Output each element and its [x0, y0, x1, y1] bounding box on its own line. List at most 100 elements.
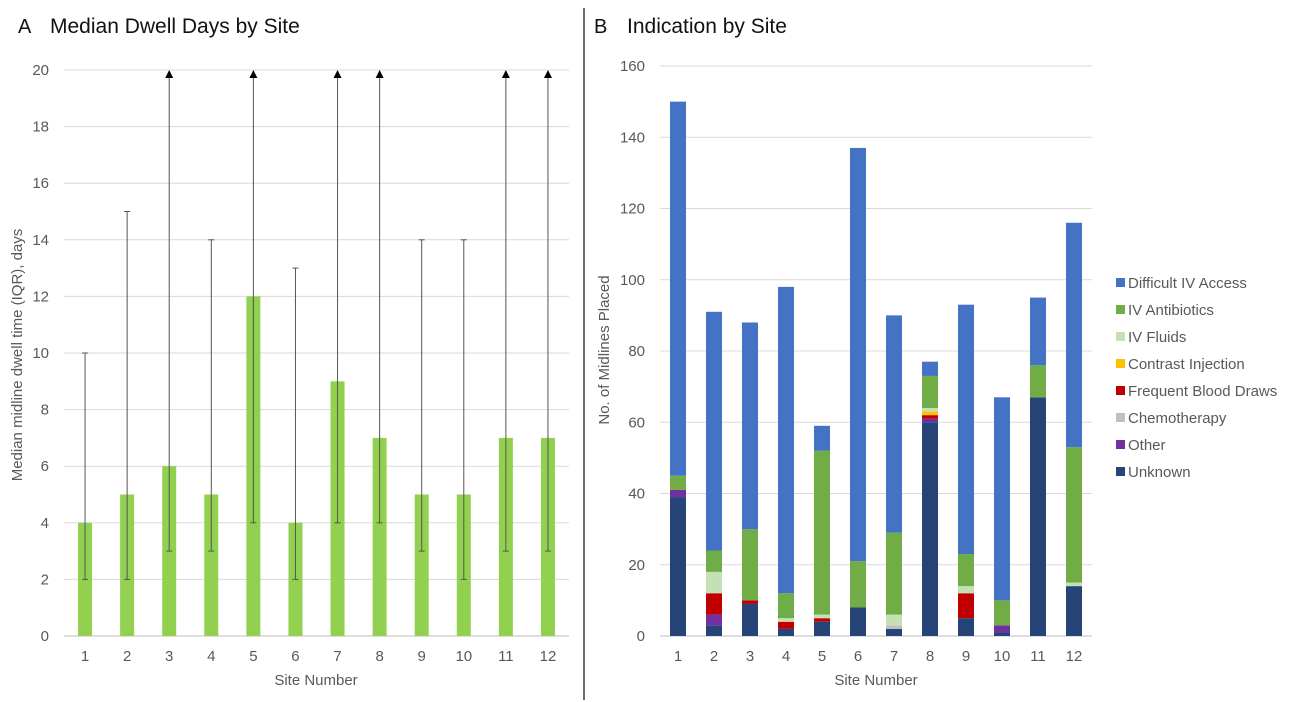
panel-b-bar-segment	[922, 415, 938, 419]
panel-b-bar-segment	[778, 593, 794, 619]
panel-b-bar-segment	[706, 593, 722, 615]
panel-b-bar-segment	[742, 600, 758, 604]
panel-a-error-arrow	[375, 70, 384, 78]
panel-b-legend-swatch	[1116, 467, 1125, 476]
panel-a-x-tick: 8	[375, 648, 383, 665]
panel-b-bar-segment	[778, 286, 794, 594]
panel-a-bar	[372, 437, 387, 636]
panel-b-bar-segment	[922, 422, 938, 636]
panel-b-bar-segment	[706, 625, 722, 636]
panel-b-x-tick: 5	[818, 648, 826, 665]
panel-b-bar-segment	[1030, 365, 1046, 398]
panel-a-y-tick: 20	[32, 62, 49, 79]
panel-b-x-axis-title: Site Number	[834, 672, 917, 689]
panel-a-error-arrow	[165, 70, 174, 78]
panel-b-legend-label: Chemotherapy	[1128, 410, 1227, 427]
panel-b-bar-segment	[922, 418, 938, 423]
panel-a-label: A	[18, 16, 32, 38]
panel-b-bar-segment	[850, 607, 866, 636]
panel-b-legend-swatch	[1116, 332, 1125, 341]
panel-a-y-tick: 6	[41, 458, 49, 475]
panel-b-bar-segment	[778, 628, 794, 636]
panel-b-x-tick: 7	[890, 648, 898, 665]
panel-b-bar-segment	[1066, 447, 1082, 583]
panel-b-legend-swatch	[1116, 413, 1125, 422]
panel-b-bar-segment	[1066, 582, 1082, 587]
panel-b-stacked-bars	[670, 101, 1082, 636]
panel-b-legend-swatch	[1116, 359, 1125, 368]
panel-a-x-tick: 3	[165, 648, 173, 665]
panel-a-y-tick: 0	[41, 628, 49, 645]
panel-b-label: B	[594, 16, 607, 38]
panel-b-bar-segment	[706, 571, 722, 594]
panel-a-x-tick: 5	[249, 648, 257, 665]
panel-b-bar-segment	[958, 554, 974, 587]
panel-b-bar-segment	[742, 529, 758, 601]
panel-a-y-tick: 14	[32, 232, 49, 249]
panel-b-gridlines	[660, 65, 1092, 637]
panel-b-bar-segment	[886, 628, 902, 636]
panel-a-error-arrow	[249, 70, 258, 78]
panel-a-gridlines	[64, 69, 569, 637]
panel-b-bar-segment	[994, 397, 1010, 601]
panel-a-dwell-chart: A Median Dwell Days by Site 024681012141…	[9, 15, 569, 689]
panel-a-x-tick-labels: 1 2 3 4 5 6 7 8 9 10 11 12	[81, 648, 556, 665]
panel-b-bar-segment	[1030, 397, 1046, 636]
panel-b-bar-segment	[742, 603, 758, 636]
panel-a-y-tick: 8	[41, 402, 49, 419]
panel-b-bar-segment	[814, 614, 830, 619]
panel-b-bar-segment	[1066, 586, 1082, 636]
panel-b-x-tick: 11	[1030, 648, 1046, 665]
panel-a-x-tick: 2	[123, 648, 131, 665]
panel-a-error-arrow	[543, 70, 552, 78]
panel-b-legend-swatch	[1116, 386, 1125, 395]
panel-b-bar-segment	[886, 625, 902, 629]
panel-b-y-tick: 120	[620, 201, 645, 218]
panel-a-error-bars	[82, 70, 552, 580]
panel-b-bar-segment	[670, 497, 686, 636]
panel-a-x-tick: 9	[418, 648, 426, 665]
panel-b-bar-segment	[1066, 222, 1082, 448]
panel-a-y-tick: 18	[32, 119, 49, 136]
panel-b-legend-label: Difficult IV Access	[1128, 275, 1247, 292]
panel-a-x-tick: 7	[333, 648, 341, 665]
panel-b-y-tick: 100	[620, 272, 645, 289]
panel-b-indication-chart: B Indication by Site 0 20 40 60 80 100 120 140 1…	[594, 15, 1277, 689]
panel-b-x-tick: 4	[782, 648, 790, 665]
panel-b-legend-label: Contrast Injection	[1128, 356, 1245, 373]
panel-a-y-tick: 10	[32, 345, 49, 362]
panel-b-bar-segment	[670, 489, 686, 498]
panel-b-bar-segment	[958, 593, 974, 619]
panel-b-x-tick: 6	[854, 648, 862, 665]
panel-b-bar-segment	[886, 315, 902, 533]
panel-b-legend-label: Unknown	[1128, 464, 1191, 481]
panel-b-bar-segment	[814, 425, 830, 451]
panel-b-legend-label: Frequent Blood Draws	[1128, 383, 1277, 400]
panel-b-x-tick: 9	[962, 648, 970, 665]
panel-b-bar-segment	[850, 561, 866, 608]
panel-a-bar	[414, 494, 429, 636]
panel-b-bar-segment	[814, 621, 830, 636]
panel-a-x-tick: 6	[291, 648, 299, 665]
panel-b-x-tick: 12	[1066, 648, 1083, 665]
panel-b-x-tick: 10	[994, 648, 1011, 665]
panel-b-bar-segment	[814, 450, 830, 615]
panel-b-y-tick: 20	[628, 557, 645, 574]
panel-a-error-arrow	[501, 70, 510, 78]
panel-b-x-tick: 3	[746, 648, 754, 665]
panel-a-y-tick: 16	[32, 175, 49, 192]
panel-b-y-tick: 80	[628, 343, 645, 360]
panel-b-bar-segment	[994, 600, 1010, 626]
panel-b-bar-segment	[958, 304, 974, 555]
panel-b-bar-segment	[706, 550, 722, 572]
panel-a-y-tick: 2	[41, 571, 49, 588]
panel-b-legend-label: IV Fluids	[1128, 329, 1186, 346]
panel-b-bar-segment	[922, 375, 938, 408]
panel-b-y-tick: 160	[620, 58, 645, 75]
panel-a-x-axis-title: Site Number	[274, 672, 357, 689]
panel-b-y-tick: 40	[628, 486, 645, 503]
panel-b-bar-segment	[850, 147, 866, 562]
panel-b-y-tick-labels: 0 20 40 60 80 100 120 140 160	[620, 58, 645, 645]
panel-b-bar-segment	[670, 475, 686, 490]
panel-b-title: Indication by Site	[627, 15, 787, 38]
